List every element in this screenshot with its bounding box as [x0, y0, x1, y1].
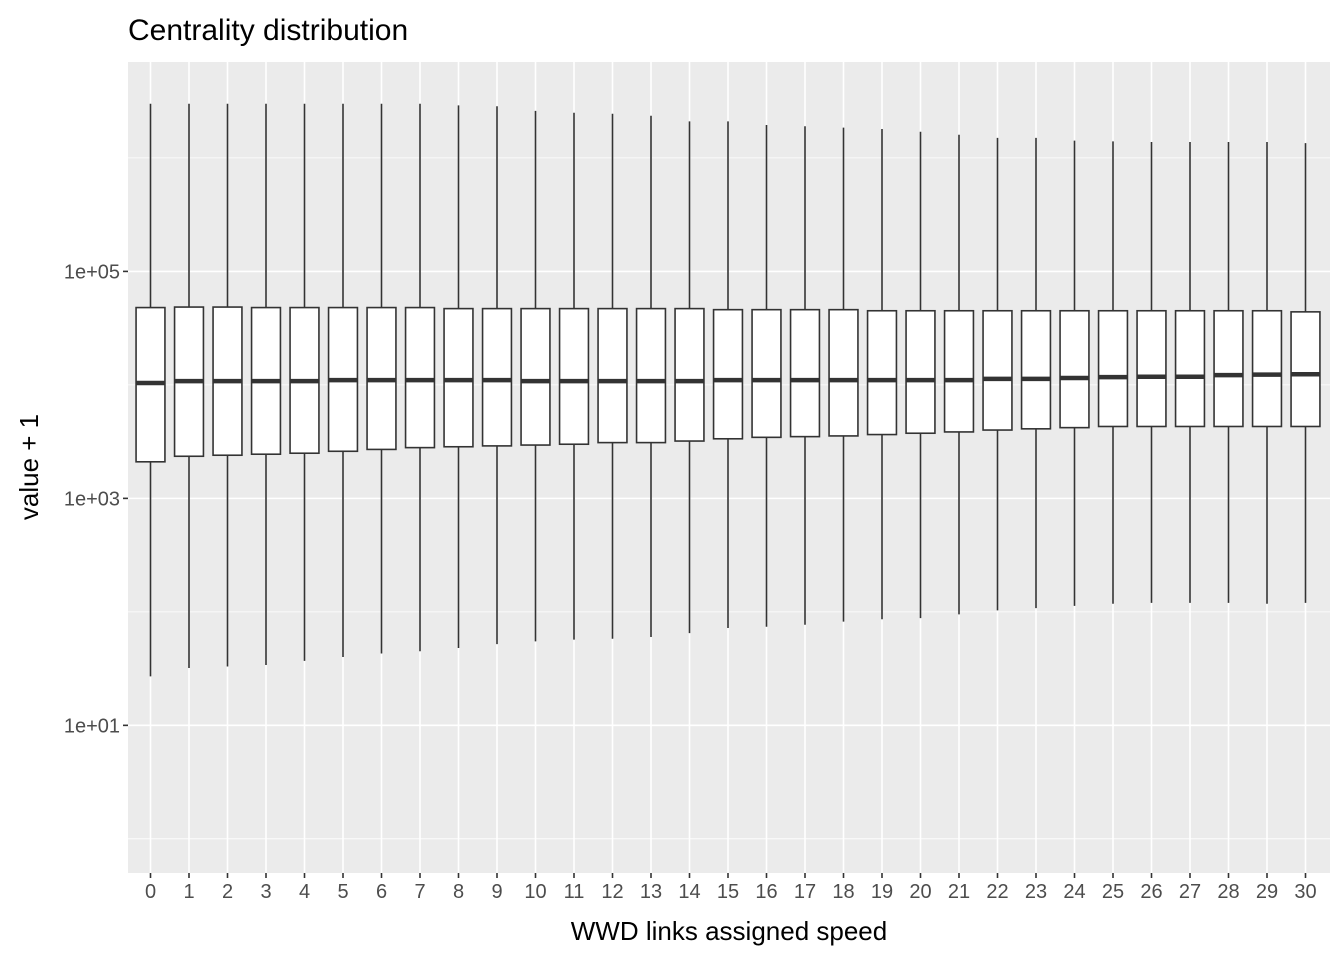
x-tick-label: 14 [678, 881, 700, 903]
x-tick-label: 28 [1217, 881, 1239, 903]
box-7 [404, 103, 436, 652]
x-tick-label: 2 [222, 881, 233, 903]
x-tick-label: 8 [453, 881, 464, 903]
box-29 [1251, 142, 1283, 604]
x-tick-label: 24 [1063, 881, 1085, 903]
box-19 [866, 128, 898, 620]
x-tick-label: 7 [414, 881, 425, 903]
box-iqr [943, 309, 975, 433]
box-23 [1020, 137, 1052, 609]
box-iqr [982, 309, 1013, 431]
box-iqr [404, 306, 436, 449]
box-27 [1174, 142, 1206, 603]
y-tick-label: 1e+03 [64, 488, 120, 510]
y-tick-label: 1e+01 [64, 715, 120, 737]
box-iqr [789, 308, 821, 438]
box-iqr [1213, 309, 1244, 428]
box-25 [1097, 141, 1129, 604]
box-iqr [520, 307, 551, 446]
box-0 [135, 103, 166, 677]
box-iqr [1059, 309, 1090, 429]
box-iqr [1174, 309, 1206, 428]
box-30 [1290, 143, 1321, 603]
x-tick-label: 4 [299, 881, 310, 903]
box-iqr [905, 309, 936, 435]
y-axis: 1e+01 1e+03 1e+05 [64, 261, 128, 737]
box-14 [674, 121, 705, 634]
box-iqr [674, 307, 705, 442]
box-6 [366, 103, 397, 654]
x-tick-label: 21 [948, 881, 970, 903]
box-iqr [1251, 309, 1283, 428]
y-axis-title: value + 1 [14, 414, 44, 520]
x-tick-label: 12 [601, 881, 623, 903]
box-5 [327, 103, 359, 658]
boxes-layer [135, 103, 1321, 677]
x-tick-label: 25 [1102, 881, 1124, 903]
x-tick-label: 26 [1140, 881, 1162, 903]
x-tick-label: 1 [183, 881, 194, 903]
box-15 [712, 121, 744, 629]
box-iqr [712, 308, 744, 440]
x-tick-label: 18 [832, 881, 854, 903]
box-22 [982, 137, 1013, 611]
box-3 [250, 103, 282, 666]
box-iqr [635, 307, 667, 444]
box-12 [597, 113, 628, 639]
plot-panel [128, 62, 1330, 873]
box-10 [520, 110, 551, 642]
box-iqr [558, 307, 590, 446]
x-tick-label: 19 [871, 881, 893, 903]
x-tick-label: 17 [794, 881, 816, 903]
x-tick-label: 9 [491, 881, 502, 903]
x-tick-label: 22 [986, 881, 1008, 903]
x-tick-label: 23 [1025, 881, 1047, 903]
box-26 [1136, 142, 1167, 603]
x-tick-label: 30 [1294, 881, 1316, 903]
x-tick-label: 6 [376, 881, 387, 903]
x-tick-label: 0 [145, 881, 156, 903]
box-2 [212, 103, 243, 667]
box-17 [789, 126, 821, 625]
x-tick-label: 16 [755, 881, 777, 903]
x-tick-label: 20 [909, 881, 931, 903]
box-21 [943, 134, 975, 615]
box-13 [635, 115, 667, 638]
box-18 [828, 127, 859, 622]
x-tick-label: 3 [260, 881, 271, 903]
box-iqr [1020, 309, 1052, 430]
chart-title: Centrality distribution [128, 14, 408, 47]
box-iqr [828, 308, 859, 437]
box-iqr [481, 307, 513, 447]
x-tick-label: 13 [640, 881, 662, 903]
x-tick-label: 29 [1256, 881, 1278, 903]
box-24 [1059, 140, 1090, 606]
box-20 [905, 131, 936, 619]
box-iqr [751, 308, 782, 439]
box-8 [443, 105, 474, 649]
box-iqr [597, 307, 628, 444]
x-axis-title: WWD links assigned speed [571, 916, 887, 946]
x-tick-label: 15 [717, 881, 739, 903]
x-tick-label: 10 [524, 881, 546, 903]
x-tick-label: 27 [1179, 881, 1201, 903]
box-4 [289, 103, 320, 661]
box-iqr [1290, 311, 1321, 428]
box-1 [173, 103, 205, 669]
box-16 [751, 124, 782, 627]
x-tick-label: 11 [564, 881, 585, 903]
box-iqr [443, 307, 474, 448]
x-tick-label: 5 [337, 881, 348, 903]
x-axis: 0 1 2 3 4 5 6 7 8 9 10 11 12 13 14 15 16 17 18 19 20 21 22 23 24… [145, 873, 1317, 903]
box-iqr [866, 309, 898, 436]
box-28 [1213, 142, 1244, 603]
y-tick-label: 1e+05 [64, 261, 120, 283]
box-9 [481, 106, 513, 645]
box-11 [558, 112, 590, 640]
box-iqr [1136, 309, 1167, 428]
box-iqr [1097, 309, 1129, 428]
